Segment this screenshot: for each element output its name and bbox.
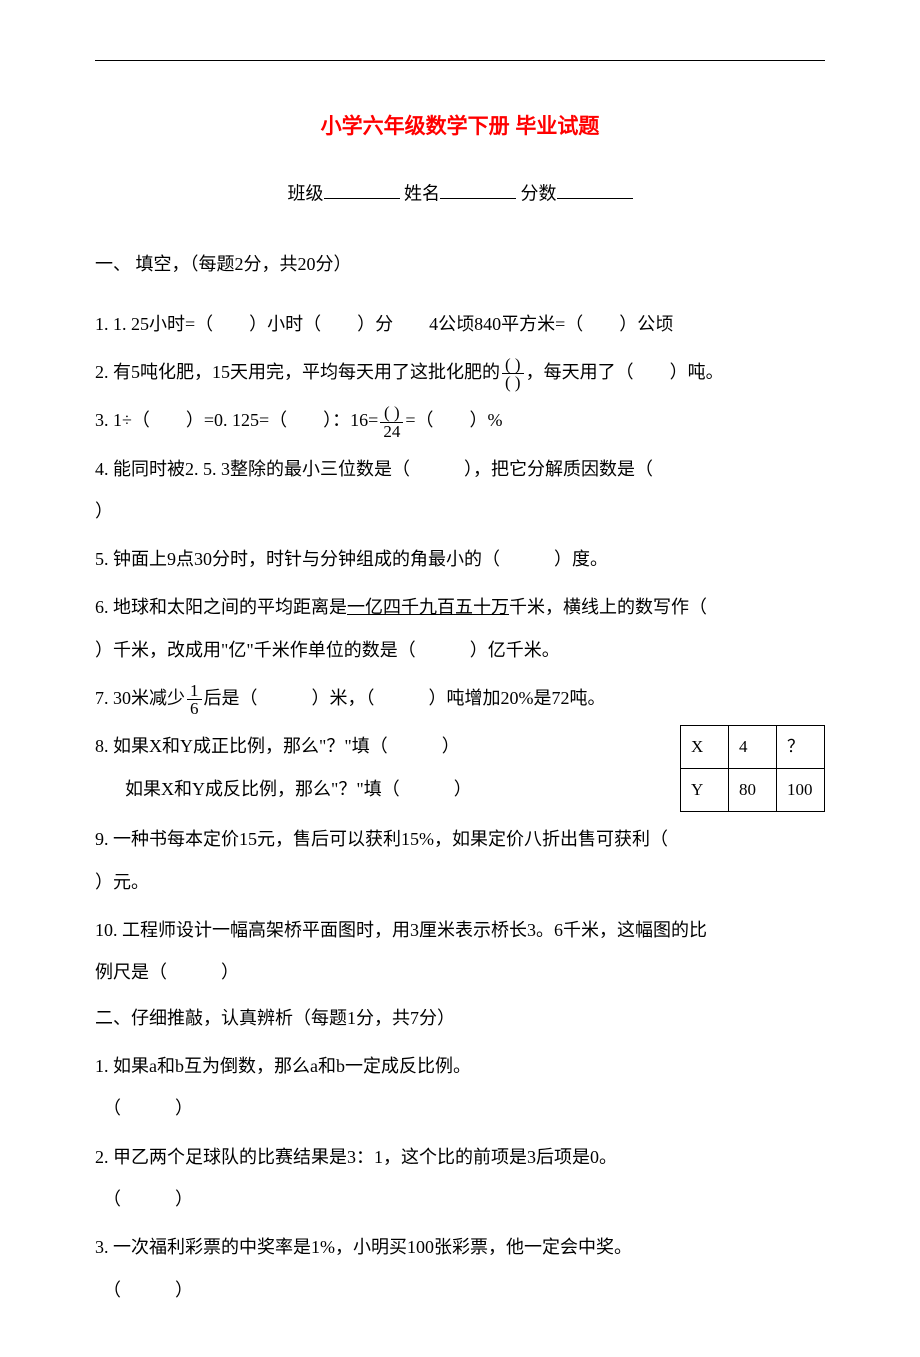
q3-prefix: 3. 1÷（ ）=0. 125=（ ）：16= — [95, 410, 378, 430]
class-label: 班级 — [288, 183, 324, 203]
question-9: 9. 一种书每本定价15元，售后可以获利15%，如果定价八折出售可获利（ ）元。 — [95, 818, 825, 903]
question-3: 3. 1÷（ ）=0. 125=（ ）：16=( )24=（ ）% — [95, 399, 825, 441]
q7-suffix: 后是（ ）米，（ ）吨增加20%是72吨。 — [204, 688, 606, 708]
table-row: X 4 ？ — [681, 726, 825, 769]
q4-line2: ） — [95, 490, 825, 532]
cell-x-label: X — [681, 726, 729, 769]
section-two-heading: 二、仔细推敲，认真辨析（每题1分，共7分） — [95, 999, 825, 1039]
q6-part1: 6. 地球和太阳之间的平均距离是 — [95, 597, 347, 617]
cell-y-label: Y — [681, 769, 729, 812]
tf3-text: 3. 一次福利彩票的中奖率是1%，小明买100张彩票，他一定会中奖。 — [95, 1226, 825, 1268]
question-6: 6. 地球和太阳之间的平均距离是一亿四千九百五十万千米，横线上的数写作（ ）千米… — [95, 586, 825, 671]
q4-line1: 4. 能同时被2. 5. 3整除的最小三位数是（ ），把它分解质因数是（ — [95, 448, 825, 490]
q2-prefix: 2. 有5吨化肥，15天用完，平均每天用了这批化肥的 — [95, 362, 500, 382]
tf2-paren: （ ） — [103, 1178, 825, 1220]
q3-suffix: =（ ）% — [405, 410, 502, 430]
q5-text: 5. 钟面上9点30分时，时针与分钟组成的角最小的（ ）度。 — [95, 549, 608, 569]
q10-line1: 10. 工程师设计一幅高架桥平面图时，用3厘米表示桥长3。6千米，这幅图的比 — [95, 909, 825, 951]
cell-y-1: 80 — [729, 769, 777, 812]
q6-part2: 千米，横线上的数写作（ — [509, 597, 707, 617]
top-divider — [95, 60, 825, 61]
score-label: 分数 — [521, 183, 557, 203]
cell-x-1: 4 — [729, 726, 777, 769]
cell-x-2: ？ — [777, 726, 825, 769]
q3-frac-den: 24 — [380, 423, 403, 441]
tf3-paren: （ ） — [103, 1269, 825, 1311]
name-label: 姓名 — [404, 183, 440, 203]
q2-suffix: ，每天用了（ ）吨。 — [526, 362, 724, 382]
question-7: 7. 30米减少16后是（ ）米，（ ）吨增加20%是72吨。 — [95, 677, 825, 719]
q7-fraction: 16 — [187, 682, 202, 719]
name-blank — [440, 178, 516, 200]
page-title: 小学六年级数学下册 毕业试题 — [95, 111, 825, 143]
q2-frac-num: ( ) — [502, 356, 524, 375]
q6-underlined: 一亿四千九百五十万 — [347, 597, 509, 617]
q2-fraction: ( )( ) — [502, 356, 524, 393]
q3-fraction: ( )24 — [380, 404, 403, 441]
question-1: 1. 1. 25小时=（ ）小时（ ）分 4公顷840平方米=（ ）公顷 — [95, 303, 825, 345]
q7-frac-num: 1 — [187, 682, 202, 701]
student-info-line: 班级 姓名 分数 — [95, 178, 825, 208]
q10-line2: 例尺是（ ） — [95, 951, 825, 993]
q9-line1: 9. 一种书每本定价15元，售后可以获利15%，如果定价八折出售可获利（ — [95, 818, 825, 860]
class-blank — [324, 178, 400, 200]
q8-line1: 8. 如果X和Y成正比例，那么"？"填（ ） — [95, 725, 660, 767]
q7-frac-den: 6 — [187, 700, 202, 718]
q1-text: 1. 1. 25小时=（ ）小时（ ）分 4公顷840平方米=（ ）公顷 — [95, 314, 673, 334]
question-10: 10. 工程师设计一幅高架桥平面图时，用3厘米表示桥长3。6千米，这幅图的比 例… — [95, 909, 825, 994]
tf1-text: 1. 如果a和b互为倒数，那么a和b一定成反比例。 — [95, 1045, 825, 1087]
question-5: 5. 钟面上9点30分时，时针与分钟组成的角最小的（ ）度。 — [95, 538, 825, 580]
q8-table: X 4 ？ Y 80 100 — [680, 725, 825, 812]
q9-line2: ）元。 — [95, 861, 825, 903]
q7-prefix: 7. 30米减少 — [95, 688, 185, 708]
tf-question-2: 2. 甲乙两个足球队的比赛结果是3：1，这个比的前项是3后项是0。 （ ） — [95, 1136, 825, 1221]
score-blank — [557, 178, 633, 200]
q8-line2: 如果X和Y成反比例，那么"？"填（ ） — [95, 768, 660, 810]
section-one-heading: 一、 填空，（每题2分，共20分） — [95, 245, 825, 285]
question-8: 8. 如果X和Y成正比例，那么"？"填（ ） 如果X和Y成反比例，那么"？"填（… — [95, 725, 825, 812]
q6-line2: ）千米，改成用"亿"千米作单位的数是（ ）亿千米。 — [95, 629, 825, 671]
question-2: 2. 有5吨化肥，15天用完，平均每天用了这批化肥的( )( )，每天用了（ ）… — [95, 351, 825, 393]
q2-frac-den: ( ) — [502, 374, 524, 392]
cell-y-2: 100 — [777, 769, 825, 812]
tf-question-3: 3. 一次福利彩票的中奖率是1%，小明买100张彩票，他一定会中奖。 （ ） — [95, 1226, 825, 1311]
tf-question-1: 1. 如果a和b互为倒数，那么a和b一定成反比例。 （ ） — [95, 1045, 825, 1130]
tf1-paren: （ ） — [103, 1087, 825, 1129]
q3-frac-num: ( ) — [380, 404, 403, 423]
tf2-text: 2. 甲乙两个足球队的比赛结果是3：1，这个比的前项是3后项是0。 — [95, 1136, 825, 1178]
question-4: 4. 能同时被2. 5. 3整除的最小三位数是（ ），把它分解质因数是（ ） — [95, 448, 825, 533]
table-row: Y 80 100 — [681, 769, 825, 812]
